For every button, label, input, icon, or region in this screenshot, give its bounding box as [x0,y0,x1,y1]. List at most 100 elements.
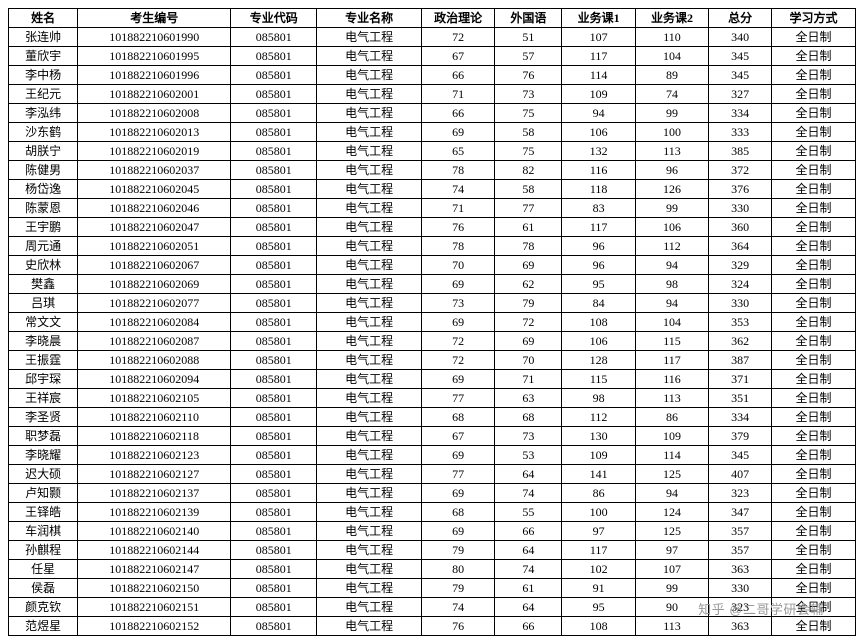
table-cell: 085801 [231,28,317,47]
table-cell: 电气工程 [317,237,422,256]
table-cell: 104 [635,47,708,66]
table-row: 职梦磊101882210602118085801电气工程677313010937… [9,427,856,446]
table-cell: 72 [495,313,562,332]
table-cell: 141 [562,465,635,484]
table-cell: 王铎皓 [9,503,78,522]
table-cell: 330 [709,294,772,313]
table-cell: 112 [635,237,708,256]
table-cell: 085801 [231,522,317,541]
table-cell: 71 [421,199,494,218]
table-cell: 电气工程 [317,598,422,617]
table-cell: 372 [709,161,772,180]
table-row: 杨岱逸101882210602045085801电气工程745811812637… [9,180,856,199]
table-cell: 97 [562,522,635,541]
table-cell: 117 [562,47,635,66]
table-cell: 085801 [231,218,317,237]
table-cell: 69 [421,522,494,541]
table-cell: 330 [709,579,772,598]
table-cell: 沙东鹤 [9,123,78,142]
table-cell: 101882210602147 [78,560,231,579]
table-row: 范煜星101882210602152085801电气工程766610811336… [9,617,856,636]
table-cell: 94 [635,294,708,313]
table-cell: 电气工程 [317,66,422,85]
table-cell: 电气工程 [317,28,422,47]
table-cell: 106 [635,218,708,237]
table-cell: 085801 [231,47,317,66]
table-cell: 376 [709,180,772,199]
table-cell: 98 [635,275,708,294]
table-cell: 64 [495,465,562,484]
table-cell: 70 [495,351,562,370]
table-cell: 327 [709,85,772,104]
table-cell: 76 [495,66,562,85]
table-cell: 王宇鹏 [9,218,78,237]
table-cell: 电气工程 [317,503,422,522]
table-cell: 76 [421,617,494,636]
table-cell: 58 [495,180,562,199]
table-cell: 108 [562,617,635,636]
table-cell: 98 [562,389,635,408]
table-cell: 全日制 [772,218,856,237]
table-cell: 109 [635,427,708,446]
table-cell: 085801 [231,408,317,427]
table-cell: 085801 [231,237,317,256]
table-cell: 085801 [231,275,317,294]
table-cell: 全日制 [772,332,856,351]
table-cell: 364 [709,237,772,256]
table-cell: 085801 [231,617,317,636]
table-cell: 101882210602047 [78,218,231,237]
table-cell: 085801 [231,503,317,522]
table-cell: 387 [709,351,772,370]
table-cell: 323 [709,598,772,617]
table-cell: 345 [709,446,772,465]
table-cell: 全日制 [772,427,856,446]
table-cell: 75 [495,142,562,161]
table-cell: 101882210602069 [78,275,231,294]
table-cell: 101882210602037 [78,161,231,180]
table-row: 吕琪101882210602077085801电气工程73798494330全日… [9,294,856,313]
table-cell: 全日制 [772,408,856,427]
col-header-6: 业务课1 [562,9,635,28]
table-cell: 全日制 [772,47,856,66]
table-cell: 106 [562,332,635,351]
table-cell: 94 [635,484,708,503]
col-header-1: 考生编号 [78,9,231,28]
table-cell: 王纪元 [9,85,78,104]
table-cell: 74 [421,598,494,617]
table-cell: 66 [495,617,562,636]
table-cell: 085801 [231,389,317,408]
table-cell: 吕琪 [9,294,78,313]
table-cell: 085801 [231,123,317,142]
table-cell: 334 [709,408,772,427]
table-row: 常文文101882210602084085801电气工程697210810435… [9,313,856,332]
table-cell: 78 [421,161,494,180]
table-cell: 104 [635,313,708,332]
table-cell: 李泓纬 [9,104,78,123]
table-cell: 115 [562,370,635,389]
table-cell: 69 [421,484,494,503]
col-header-2: 专业代码 [231,9,317,28]
table-cell: 全日制 [772,85,856,104]
table-cell: 114 [562,66,635,85]
table-cell: 全日制 [772,123,856,142]
table-cell: 72 [421,351,494,370]
table-cell: 全日制 [772,161,856,180]
table-cell: 110 [635,28,708,47]
table-cell: 113 [635,617,708,636]
table-cell: 李晓晨 [9,332,78,351]
table-cell: 全日制 [772,560,856,579]
table-cell: 全日制 [772,237,856,256]
table-cell: 全日制 [772,142,856,161]
table-row: 王铎皓101882210602139085801电气工程685510012434… [9,503,856,522]
table-cell: 李晓耀 [9,446,78,465]
table-cell: 101882210602152 [78,617,231,636]
table-cell: 117 [562,541,635,560]
table-cell: 334 [709,104,772,123]
table-cell: 全日制 [772,522,856,541]
table-cell: 085801 [231,370,317,389]
table-cell: 72 [421,332,494,351]
table-cell: 109 [562,446,635,465]
table-cell: 363 [709,560,772,579]
table-cell: 67 [421,47,494,66]
table-cell: 电气工程 [317,560,422,579]
